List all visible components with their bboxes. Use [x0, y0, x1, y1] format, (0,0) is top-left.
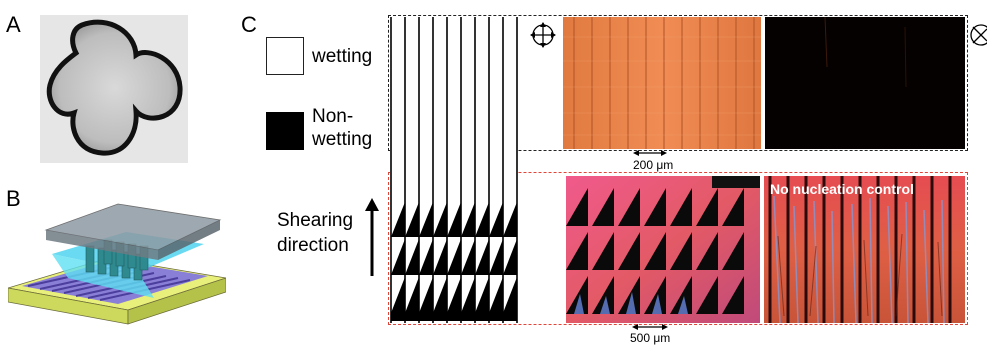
- scale-bar-bottom: [632, 322, 668, 332]
- scale-label-top: 200 μm: [633, 158, 674, 172]
- nonwetting-swatch: [266, 112, 304, 150]
- dark-film-micrograph: [765, 17, 965, 149]
- top-dashed-frame: [388, 15, 968, 151]
- no-nucleation-micrograph: [764, 176, 965, 323]
- wetting-label: wetting: [312, 46, 373, 67]
- shearing-label-line2: direction: [277, 235, 349, 256]
- stripe-pattern-schematic: [390, 17, 520, 323]
- shearing-arrow: [362, 198, 382, 278]
- nonwetting-label-line2: wetting: [312, 129, 373, 150]
- orange-film-micrograph: [563, 17, 761, 149]
- shearing-device-illustration: [8, 200, 226, 335]
- panel-label-b: B: [6, 186, 21, 211]
- patterned-crystal-micrograph: [566, 176, 760, 323]
- droplet-micrograph: [40, 15, 188, 163]
- nonwetting-label-line1: Non-: [312, 106, 354, 127]
- shearing-label-line1: Shearing: [277, 210, 354, 231]
- scale-bar-top: [633, 148, 667, 158]
- bottom-dashed-frame: [388, 172, 968, 325]
- panel-label-c: C: [241, 12, 257, 37]
- panel-label-a: A: [6, 12, 21, 37]
- no-nucleation-control-label: No nucleation control: [770, 181, 914, 197]
- wetting-swatch: [266, 37, 304, 75]
- parallel-polarizer-icon: [530, 22, 556, 48]
- crossed-polarizer-icon: [968, 22, 987, 48]
- scale-label-bottom: 500 μm: [630, 331, 671, 345]
